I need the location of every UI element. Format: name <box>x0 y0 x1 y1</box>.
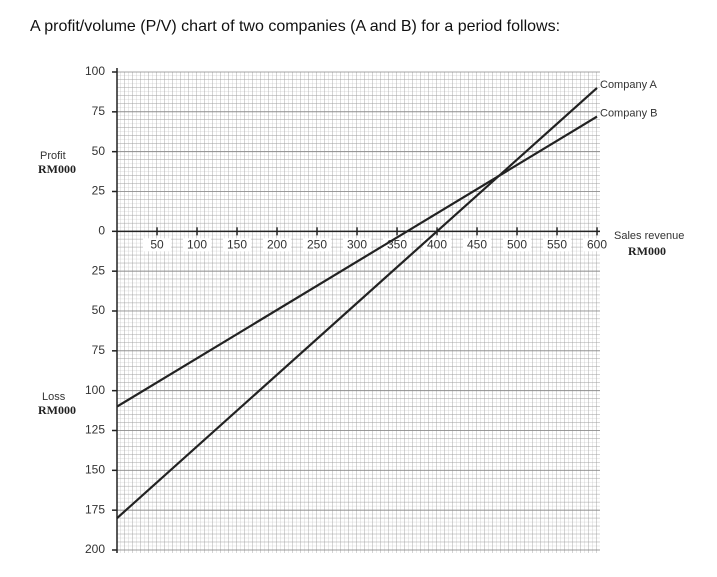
profit-label: Profit <box>40 150 66 162</box>
x-tick-label-bg <box>183 238 211 252</box>
grid-paper <box>117 72 600 553</box>
x-tick-label: 300 <box>347 238 367 252</box>
x-tick-label: 200 <box>267 238 287 252</box>
x-tick-label-bg <box>303 238 331 252</box>
loss-label: Loss <box>42 391 66 403</box>
x-tick-label: 250 <box>307 238 327 252</box>
x-tick-label: 600 <box>587 238 607 252</box>
x-tick-label: 50 <box>150 238 164 252</box>
chart-title: A profit/volume (P/V) chart of two compa… <box>30 18 560 35</box>
x-tick-label: 350 <box>387 238 407 252</box>
x-axis-unit: RM000 <box>628 244 666 258</box>
y-tick-label: 175 <box>85 502 105 516</box>
x-tick-label-bg <box>463 238 491 252</box>
x-tick-label-bg <box>343 238 371 252</box>
y-tick-label: 200 <box>85 542 105 556</box>
series-label: Company B <box>600 108 657 120</box>
y-tick-label: 150 <box>85 463 105 477</box>
y-tick-label: 100 <box>85 383 105 397</box>
y-tick-label: 0 <box>98 224 105 238</box>
y-tick-label: 50 <box>92 144 106 158</box>
x-tick-label: 150 <box>227 238 247 252</box>
x-tick-label-bg <box>503 238 531 252</box>
x-tick-label-bg <box>263 238 291 252</box>
profit-unit: RM000 <box>38 162 76 176</box>
y-tick-label: 25 <box>92 184 106 198</box>
y-tick-label: 25 <box>92 263 106 277</box>
x-tick-label-bg <box>143 238 171 252</box>
y-tick-label: 50 <box>92 303 106 317</box>
x-tick-label-bg <box>423 238 451 252</box>
loss-unit: RM000 <box>38 403 76 417</box>
y-tick-label: 75 <box>92 104 106 118</box>
x-tick-label: 550 <box>547 238 567 252</box>
x-tick-label: 450 <box>467 238 487 252</box>
x-tick-label-bg <box>223 238 251 252</box>
x-tick-label-bg <box>543 238 571 252</box>
y-tick-label: 75 <box>92 343 106 357</box>
y-tick-label: 100 <box>85 64 105 78</box>
x-tick-label: 500 <box>507 238 527 252</box>
x-tick-label: 400 <box>427 238 447 252</box>
series-label: Company A <box>600 79 658 91</box>
x-tick-label: 100 <box>187 238 207 252</box>
series-line <box>116 115 598 408</box>
x-tick-label-bg <box>583 238 611 252</box>
y-tick-label: 125 <box>85 423 105 437</box>
x-axis-label: Sales revenue <box>614 230 684 242</box>
series-line <box>116 87 598 519</box>
